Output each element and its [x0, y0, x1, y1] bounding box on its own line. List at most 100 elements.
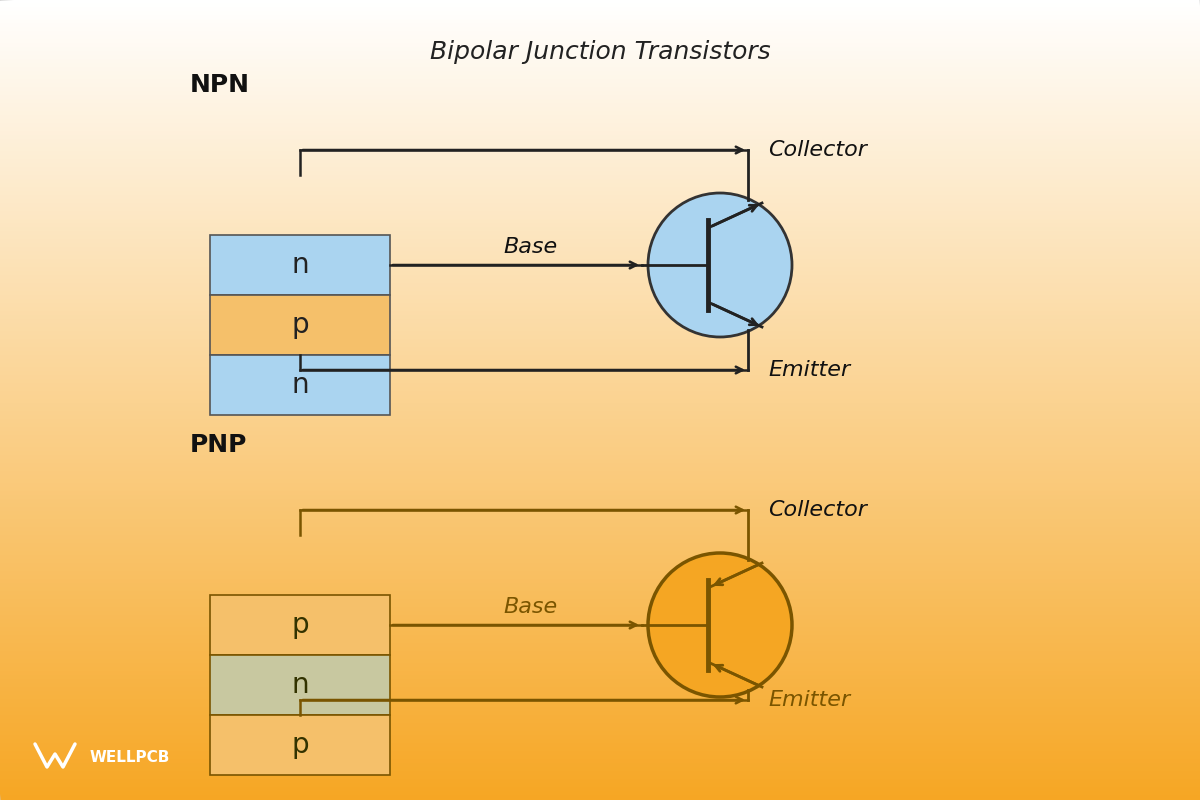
Bar	[0, 600, 1200, 604]
Bar	[0, 612, 1200, 616]
Bar	[0, 472, 1200, 476]
Bar	[0, 452, 1200, 456]
Bar	[0, 44, 1200, 48]
Bar	[0, 700, 1200, 704]
Bar	[0, 280, 1200, 284]
Bar	[0, 460, 1200, 464]
Bar	[0, 304, 1200, 308]
Bar	[0, 604, 1200, 608]
Bar	[0, 436, 1200, 440]
Text: Base: Base	[504, 237, 558, 257]
Bar	[0, 64, 1200, 68]
Bar	[0, 456, 1200, 460]
Text: n: n	[292, 671, 308, 699]
Bar	[0, 356, 1200, 360]
Bar	[0, 8, 1200, 12]
Bar	[0, 484, 1200, 488]
Bar	[0, 148, 1200, 152]
Bar	[0, 52, 1200, 56]
Bar	[0, 180, 1200, 184]
Bar	[0, 172, 1200, 176]
Bar	[0, 296, 1200, 300]
Bar	[0, 648, 1200, 652]
Bar	[0, 12, 1200, 16]
Bar	[0, 448, 1200, 452]
Bar	[0, 580, 1200, 584]
Bar	[0, 336, 1200, 340]
Bar	[0, 620, 1200, 624]
Bar	[0, 184, 1200, 188]
Bar	[0, 392, 1200, 396]
Bar	[0, 256, 1200, 260]
Bar	[0, 464, 1200, 468]
Bar	[0, 656, 1200, 660]
Bar	[0, 0, 1200, 4]
Bar	[0, 468, 1200, 472]
Bar	[0, 164, 1200, 168]
Bar	[210, 715, 390, 775]
Bar	[0, 760, 1200, 764]
Bar	[0, 680, 1200, 684]
Bar	[0, 724, 1200, 728]
Circle shape	[648, 553, 792, 697]
Bar	[0, 772, 1200, 776]
Bar	[0, 108, 1200, 112]
Bar	[0, 240, 1200, 244]
Bar	[0, 408, 1200, 412]
Text: Emitter: Emitter	[768, 690, 850, 710]
Bar	[0, 568, 1200, 572]
Bar	[0, 332, 1200, 336]
Bar	[0, 480, 1200, 484]
Bar	[0, 632, 1200, 636]
Bar	[0, 504, 1200, 508]
Bar	[0, 48, 1200, 52]
Bar	[0, 200, 1200, 204]
Bar	[0, 384, 1200, 388]
Bar	[0, 728, 1200, 732]
Bar	[0, 4, 1200, 8]
Text: p: p	[292, 311, 308, 339]
Bar	[0, 220, 1200, 224]
Bar	[0, 440, 1200, 444]
Bar	[210, 235, 390, 295]
Bar	[0, 796, 1200, 800]
Bar	[0, 652, 1200, 656]
Bar	[0, 92, 1200, 96]
Bar	[0, 176, 1200, 180]
Bar	[0, 88, 1200, 92]
Bar	[0, 128, 1200, 132]
Bar	[0, 168, 1200, 172]
Bar	[0, 584, 1200, 588]
Bar	[0, 676, 1200, 680]
Bar	[0, 320, 1200, 324]
Bar	[0, 144, 1200, 148]
Bar	[0, 120, 1200, 124]
Bar	[0, 300, 1200, 304]
Bar	[0, 96, 1200, 100]
Bar	[0, 716, 1200, 720]
Bar	[0, 608, 1200, 612]
Bar	[0, 736, 1200, 740]
Bar	[0, 520, 1200, 524]
Bar	[0, 32, 1200, 36]
Bar	[0, 688, 1200, 692]
Bar	[0, 748, 1200, 752]
Bar	[0, 792, 1200, 796]
Bar	[0, 364, 1200, 368]
Bar	[0, 664, 1200, 668]
Text: PNP: PNP	[190, 433, 247, 457]
Bar	[0, 112, 1200, 116]
Bar	[210, 595, 390, 655]
Bar	[0, 68, 1200, 72]
Text: p: p	[292, 731, 308, 759]
Bar	[0, 224, 1200, 228]
Bar	[0, 640, 1200, 644]
Bar	[0, 212, 1200, 216]
Bar	[0, 432, 1200, 436]
Text: Emitter: Emitter	[768, 360, 850, 380]
Bar	[0, 20, 1200, 24]
Bar	[0, 248, 1200, 252]
Bar	[0, 348, 1200, 352]
Bar	[0, 232, 1200, 236]
Bar	[0, 764, 1200, 768]
